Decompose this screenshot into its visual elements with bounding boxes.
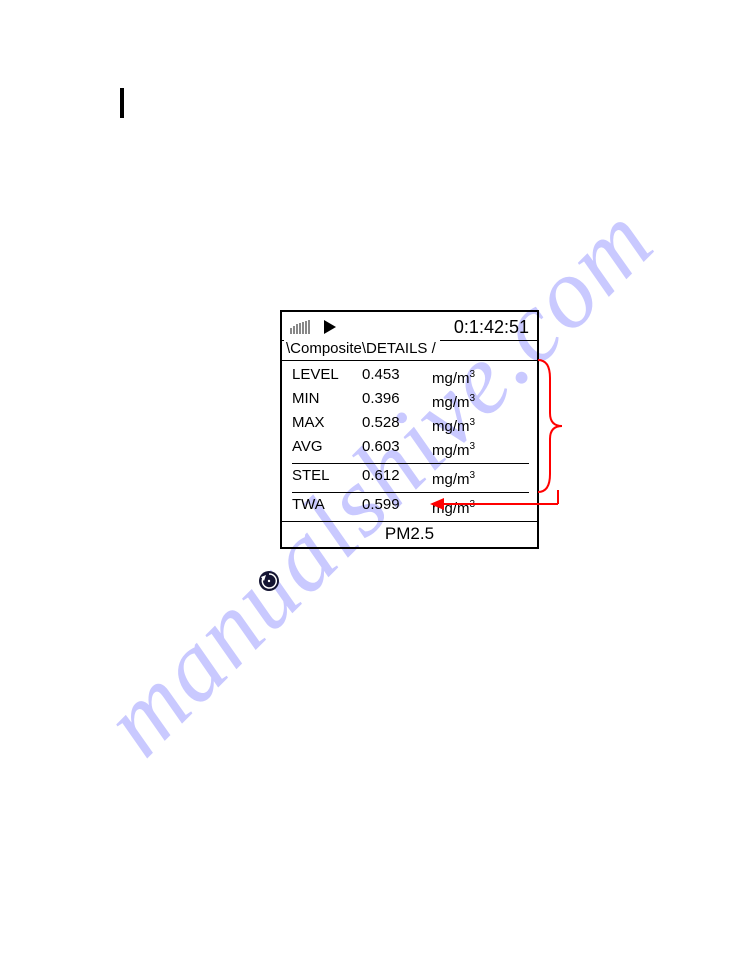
breadcrumb: \Composite\DETAILS / [284,340,440,357]
row-label: AVG [292,437,362,461]
row-value: 0.603 [362,437,432,461]
row-unit: mg/m3 [432,495,529,519]
row-value: 0.453 [362,365,432,389]
row-value: 0.599 [362,495,432,519]
row-unit: mg/m3 [432,389,529,413]
row-label: TWA [292,495,362,519]
footer-label: PM2.5 [282,521,537,547]
elapsed-time: 0:1:42:51 [454,317,529,338]
row-unit: mg/m3 [432,437,529,461]
device-screen: 0:1:42:51 \Composite\DETAILS / LEVEL 0.4… [280,310,539,549]
row-label: MAX [292,413,362,437]
row-unit: mg/m3 [432,466,529,490]
breadcrumb-row: \Composite\DETAILS / [282,340,537,361]
data-row-stel: STEL 0.612 mg/m3 [292,466,529,490]
battery-play-group [290,320,336,334]
data-row-min: MIN 0.396 mg/m3 [292,389,529,413]
row-unit: mg/m3 [432,365,529,389]
data-row-avg: AVG 0.603 mg/m3 [292,437,529,461]
play-icon [324,320,336,334]
data-row-level: LEVEL 0.453 mg/m3 [292,365,529,389]
row-label: LEVEL [292,365,362,389]
row-unit: mg/m3 [432,413,529,437]
page-marker-tick [120,88,124,118]
divider-2 [292,492,529,493]
dial-icon [258,570,280,592]
battery-icon [290,320,310,334]
row-value: 0.528 [362,413,432,437]
data-row-max: MAX 0.528 mg/m3 [292,413,529,437]
data-row-twa: TWA 0.599 mg/m3 [292,495,529,519]
row-value: 0.612 [362,466,432,490]
divider-1 [292,463,529,464]
row-label: MIN [292,389,362,413]
data-area: LEVEL 0.453 mg/m3 MIN 0.396 mg/m3 MAX 0.… [282,361,537,521]
row-value: 0.396 [362,389,432,413]
device-header: 0:1:42:51 [282,312,537,340]
row-label: STEL [292,466,362,490]
annotation-brace [536,358,566,494]
